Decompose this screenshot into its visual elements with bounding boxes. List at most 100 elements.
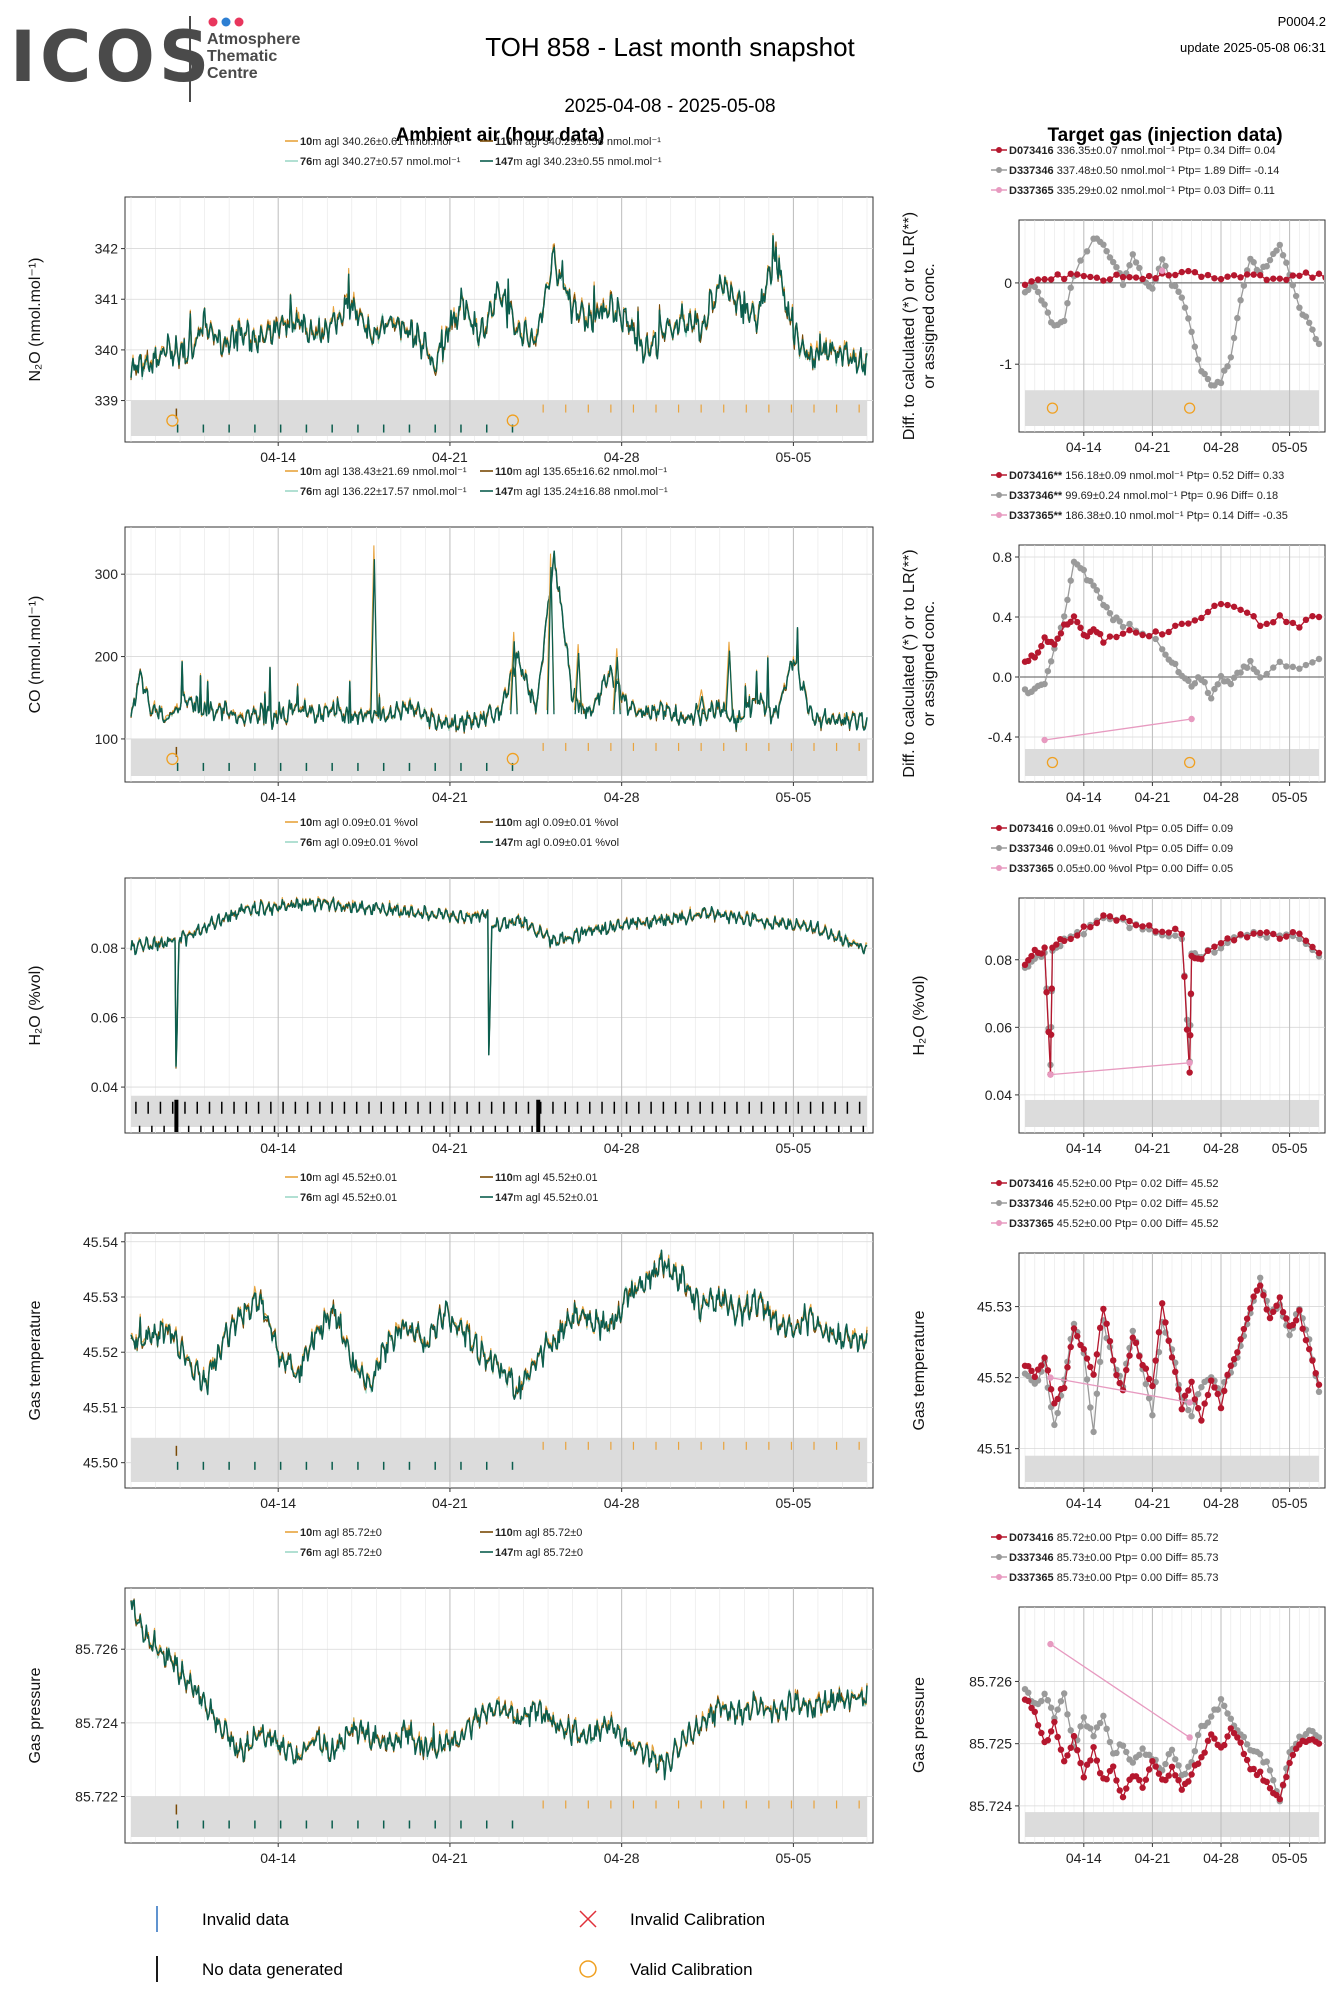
target-point-D073416 [1136,1352,1143,1360]
target-point-D073416 [1093,1351,1101,1358]
target-point-D337346 [1237,296,1244,304]
legend-entry: 76m agl 45.52±0.01 [300,1192,397,1204]
target-point-D337346 [1041,680,1048,688]
target-point-D073416 [1152,1357,1159,1364]
target-point-D073416 [1054,271,1061,278]
target-point-D073416 [1090,1371,1097,1378]
legend-entry: D337365 335.29±0.02 nmol.mol⁻¹ Ptp= 0.03… [1009,185,1275,197]
logo-subtitle-line: Atmosphere [207,31,301,48]
y-tick-label: 0.0 [993,669,1013,685]
target-point-D073416 [1296,624,1303,631]
legend-entry: 147m agl 85.72±0 [495,1547,583,1559]
x-tick-label: 05-05 [775,1140,811,1156]
target-point-D073416 [1080,1774,1088,1781]
target-point-D337346 [1217,945,1225,952]
target-point-D073416 [1257,1768,1264,1775]
target-point-D073416 [1106,1767,1114,1775]
target-point-D073416 [1185,267,1192,275]
target-point-D073416 [1185,620,1192,627]
legend-entry: D073416 0.09±0.01 %vol Ptp= 0.05 Diff= 0… [1009,823,1233,835]
target-point-D073416 [1064,1752,1071,1759]
target-point-D337346 [1178,294,1186,301]
spike-line [546,566,555,715]
target-point-D073416 [1237,1739,1244,1746]
target-point-D337346 [1257,1751,1264,1758]
target-point-D073416 [1230,603,1238,610]
target-point-D073416 [1106,276,1114,283]
legend-entry: 10m agl 138.43±21.69 nmol.mol⁻¹ [300,466,467,478]
target-point-D073416 [1061,937,1068,945]
target-point-D073416 [1296,1307,1303,1314]
legend-entry: D337365 0.05±0.00 %vol Ptp= 0.00 Diff= 0… [1009,863,1233,875]
target-point-D073416 [1289,1751,1297,1759]
target-point-D073416 [1132,274,1140,281]
x-tick-label: 04-14 [1066,439,1102,455]
x-tick-label: 04-28 [604,789,640,805]
target-point-D337346 [1126,262,1133,269]
target-point-D337346 [1064,596,1071,604]
series-line-h147 [130,897,868,1067]
target-point-D073416 [1172,925,1179,933]
target-point-D073416 [1155,1770,1163,1777]
x-tick-label: 04-14 [260,449,296,465]
target-point-D337346 [1194,1731,1202,1739]
y-tick-label: -1 [1000,356,1013,372]
target-point-D073416 [1214,1390,1221,1398]
target-point-D073416 [1230,937,1238,944]
target-point-D073416 [1113,633,1120,641]
y-axis-label: CO (nmol.mol⁻¹) [27,596,44,714]
target-point-D073416 [1253,1287,1261,1294]
x-tick-label: 04-28 [604,1140,640,1156]
target-point-D337346 [1201,370,1208,378]
y-tick-label: 339 [95,393,119,409]
target-point-D073416 [1116,1379,1123,1387]
target-point-D073416 [1221,1741,1228,1749]
y-tick-label: 0.08 [985,952,1012,968]
target-point-D337346 [1211,949,1218,956]
valid-calibration-circle-icon [579,1960,597,1978]
y-tick-label: 0.4 [993,609,1013,625]
target-point-D337346 [1302,661,1310,669]
page-title: TOH 858 - Last month snapshot [485,32,855,62]
target-point-D337346 [1067,284,1074,291]
y-tick-label: 0.8 [993,549,1013,565]
x-tick-label: 04-28 [1203,1495,1239,1511]
target-point-D073416 [1093,274,1101,281]
legend-marker [996,1554,1002,1560]
target-point-D337346 [1211,685,1218,693]
target-point-D073416 [1139,631,1146,639]
legend-entry: D073416** 156.18±0.09 nmol.mol⁻¹ Ptp= 0.… [1009,470,1284,482]
target-point-D073416 [1289,619,1297,627]
target-point-D337346 [1217,1695,1225,1703]
target-point-D337346 [1061,1690,1068,1697]
legend-entry: D337346** 99.69±0.24 nmol.mol⁻¹ Ptp= 0.9… [1009,490,1278,502]
target-point-D337346 [1083,248,1091,255]
target-point-D337346 [1217,672,1225,680]
target-point-D337346 [1090,582,1097,589]
target-point-D337346 [1159,646,1166,653]
target-point-D073416 [1145,272,1153,280]
target-point-D073416 [1041,276,1048,283]
target-point-D073416 [1250,930,1257,937]
x-tick-label: 04-14 [260,789,296,805]
target-point-D337346 [1283,259,1290,266]
logo-subtitle-line: Centre [207,65,258,82]
target-point-D337346 [1142,1380,1150,1388]
legend-entry: D073416 85.72±0.00 Ptp= 0.00 Diff= 85.72 [1009,1532,1219,1544]
legend-marker [996,825,1002,831]
valid-calibration-marker [166,752,179,766]
target-point-D073416 [1145,1766,1153,1773]
target-point-D073416 [1217,600,1225,608]
update-timestamp: update 2025-05-08 06:31 [1179,40,1326,55]
target-point-D337346 [1149,285,1156,292]
x-tick-label: 04-14 [260,1850,296,1866]
target-point-D337346 [1061,317,1068,325]
target-point-D337346 [1263,1758,1270,1765]
target-point-D073416 [1077,1759,1084,1767]
target-point-D073416 [1132,921,1140,929]
target-point-D337346 [1292,292,1300,300]
target-point-D073416 [1165,1772,1172,1779]
target-line-D337365 [1050,1062,1190,1076]
target-point-D337346 [1054,1706,1061,1713]
date-period: 2025-04-08 - 2025-05-08 [564,96,776,117]
